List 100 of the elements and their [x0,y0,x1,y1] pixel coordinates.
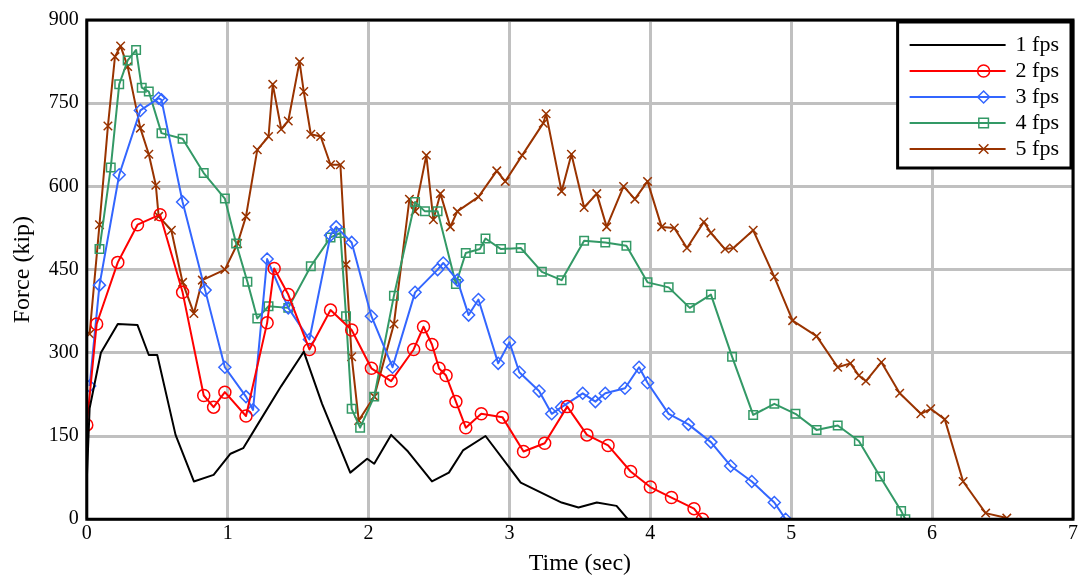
point [502,335,517,350]
point [496,244,506,255]
point [112,168,126,182]
point [252,313,263,324]
point [260,316,274,330]
point [450,279,461,290]
point [406,342,421,357]
point [344,235,359,250]
y-tick-label: 150 [48,423,79,446]
point [305,261,316,272]
point [143,86,154,97]
y-tick-label: 600 [48,173,79,196]
point [92,278,107,292]
point [536,266,547,277]
point [341,311,352,322]
x-tick-label: 6 [927,521,938,544]
point [177,133,188,144]
legend-label: 5 fps [1015,134,1059,160]
point [575,386,590,401]
point [130,217,145,232]
point [450,273,465,287]
point [425,337,439,352]
point [206,400,221,414]
point [242,276,253,287]
x-tick-label: 5 [786,521,797,544]
point [853,436,864,446]
point [263,301,274,312]
x-tick-label: 2 [363,521,374,544]
point [346,403,357,414]
point [460,247,471,258]
point [449,394,463,409]
x-tick-label: 7 [1068,521,1078,544]
point [705,289,716,300]
point [430,262,445,277]
point [410,196,421,207]
point [537,436,552,450]
point [643,480,658,494]
point [432,206,443,217]
point [580,428,594,442]
point [480,233,491,244]
point [544,407,559,421]
point [439,368,453,383]
point [588,394,603,409]
point [471,292,486,307]
point [621,240,632,251]
y-tick-label: 900 [48,7,79,30]
point [516,444,531,459]
point [385,360,400,374]
point [419,206,430,217]
point [267,261,281,276]
point [89,317,104,331]
point [560,399,574,414]
point [896,505,907,516]
point [246,403,260,417]
point [156,128,167,139]
point [832,420,843,431]
point [175,285,190,300]
point [239,389,253,404]
point [364,361,379,376]
legend-label: 3 fps [1015,82,1059,108]
point [623,464,638,479]
point [461,308,476,322]
point [219,193,230,204]
point [344,323,359,337]
point [642,277,653,288]
y-tick-label: 300 [48,340,79,363]
point [388,290,399,301]
point [684,302,695,313]
x-tick-label: 4 [645,521,656,544]
point [491,356,505,371]
point [532,384,546,398]
point [723,459,738,473]
point [632,360,646,374]
point [474,244,485,255]
point [681,417,696,432]
point [198,168,209,179]
point [198,283,212,297]
point [384,374,398,388]
point [153,207,167,222]
point [323,303,338,317]
x-axis-title: Time (sec) [528,548,632,575]
legend-label: 4 fps [1015,108,1059,134]
point [748,409,759,420]
point [432,361,446,376]
point [811,424,822,435]
point [260,252,274,266]
point [302,332,317,347]
point [335,228,346,238]
point [136,82,147,93]
point [416,319,431,334]
point [323,228,338,242]
point [769,398,780,409]
point [94,244,105,255]
point [745,474,759,489]
legend-label: 1 fps [1015,30,1059,56]
point [281,287,296,302]
point [474,407,489,421]
point [640,376,655,390]
point [554,400,569,414]
point [687,501,701,516]
